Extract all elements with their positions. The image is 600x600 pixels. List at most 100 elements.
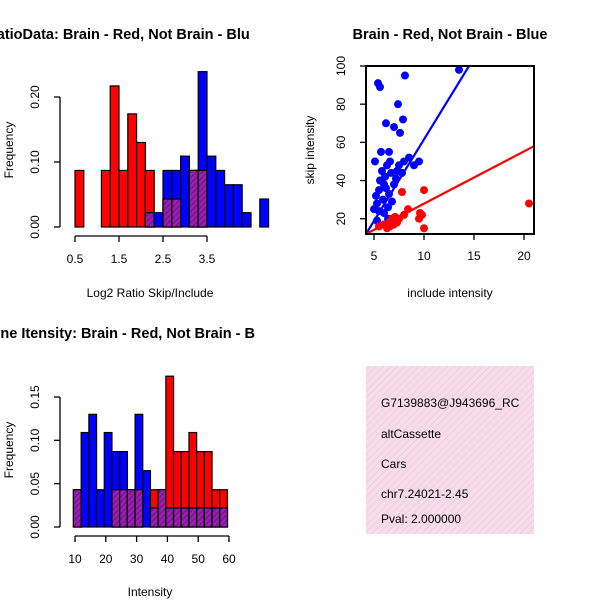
intensity-hist-bar-overlap [172,507,182,528]
ratio-histogram-panel: RatioData: Brain - Red, Not Brain - Blu … [0,27,270,300]
ratio-hist-bar-blue [241,212,252,228]
intensity-hist-bar-red [165,375,175,528]
scatter-point-not-brain [396,128,404,137]
intensity-hist-x-tick-label: 50 [192,552,206,566]
intensity-hist-bar-overlap [119,489,128,528]
scatter-point-brain [386,222,394,231]
scatter-x-tick-label: 20 [517,249,531,263]
ratio-hist-bar-overlap [144,212,155,228]
ratio-hist-bar-blue [215,169,226,228]
intensity-hist-bar-overlap [211,507,221,528]
ratio-hist-bar-blue [180,155,191,228]
scatter-axes: 5 10 15 20 20 40 60 80 100 [334,56,535,263]
ratio-hist-x-tick-label: 2.5 [155,252,172,266]
ratio-hist-bar-blue [259,198,270,228]
scatter-x-tick-label: 5 [371,249,378,263]
scatter-y-tick-label: 20 [334,212,348,226]
scatter-point-brain [418,210,426,219]
scatter-point-not-brain [415,157,423,166]
ratio-hist-y-tick-label: 0.20 [28,85,42,109]
ratio-hist-bar-red [74,169,85,228]
scatter-point-not-brain [388,197,396,206]
scatter-xlabel: include intensity [407,286,492,300]
info-probe-id: G7139883@J943696_RC [381,396,520,410]
ratio-hist-bar-overlap [188,169,199,228]
intensity-hist-x-tick-label: 10 [68,552,82,566]
scatter-point-brain [420,224,428,233]
scatter-point-not-brain [386,157,394,166]
scatter-y-tick-label: 100 [334,56,348,76]
intensity-hist-bar-overlap [203,507,213,528]
intensity-hist-bar-overlap [134,489,144,528]
ratio-hist-bar-blue [153,212,164,228]
scatter-point-not-brain [371,157,379,166]
intensity-hist-bar-overlap [126,489,136,528]
ratio-hist-x-tick-label: 0.5 [67,252,84,266]
intensity-histogram-ylabel: Frequency [2,422,16,479]
intensity-hist-bar-blue [88,413,98,528]
ratio-hist-y-tick-label: 0.10 [28,150,42,174]
intensity-hist-y-tick-label: 0.00 [28,515,42,539]
scatter-y-tick-label: 80 [334,97,348,111]
info-event-type: altCassette [381,427,441,441]
scatter-point-not-brain [382,119,390,128]
intensity-hist-bar-overlap [180,507,190,528]
ratio-hist-bar-red [109,85,120,228]
intensity-hist-bar-blue [103,431,113,528]
scatter-plot-area [366,66,534,234]
intensity-hist-bar-blue [142,470,152,528]
scatter-marks [366,66,534,234]
info-panel: G7139883@J943696_RC altCassette Cars chr… [366,366,534,534]
intensity-hist-y-tick-label: 0.10 [28,428,42,452]
ratio-hist-bar-red [100,169,111,228]
scatter-point-not-brain [373,199,381,208]
intensity-histogram-xlabel: Intensity [128,585,173,599]
intensity-histogram-axes: 10 20 30 40 50 60 0.00 0.05 0.10 0.15 [28,385,236,566]
ratio-hist-bar-overlap [171,198,182,228]
ratio-hist-bar-red [136,141,147,228]
intensity-hist-y-tick-label: 0.05 [28,472,42,496]
scatter-point-not-brain [377,147,385,156]
ratio-histogram-xlabel: Log2 Ratio Skip/Include [87,286,214,300]
intensity-hist-bar-overlap [219,507,229,528]
intensity-histogram-bars [72,375,229,528]
scatter-x-tick-label: 10 [417,249,431,263]
intensity-hist-bar-overlap [188,507,198,528]
ratio-hist-bar-overlap [162,198,173,228]
info-location: chr7.24021-2.45 [381,487,469,501]
intensity-scatter-panel: Brain - Red, Not Brain - Blue 5 10 15 20 20 4… [303,27,547,300]
ratio-histogram-title: RatioData: Brain - Red, Not Brain - Blu [0,27,250,43]
intensity-hist-bar-overlap [165,507,175,528]
scatter-y-tick-label: 60 [334,135,348,149]
intensity-hist-x-tick-label: 40 [161,552,175,566]
info-panel-background [366,366,534,534]
scatter-fit-line-brain [366,145,534,234]
intensity-histogram-panel: Gene Itensity: Brain - Red, Not Brain - … [0,326,255,599]
intensity-hist-bar-overlap [196,507,205,528]
ratio-hist-y-tick-label: 0.00 [28,215,42,239]
scatter-title: Brain - Red, Not Brain - Blue [353,27,548,43]
info-pval: Pval: 2.000000 [381,512,461,526]
ratio-hist-bar-blue [232,184,243,228]
scatter-point-brain [398,188,406,196]
scatter-point-not-brain [380,209,388,217]
intensity-hist-bar-overlap [149,507,159,528]
intensity-hist-x-tick-label: 60 [222,552,236,566]
scatter-point-not-brain [387,168,395,177]
intensity-hist-bar-overlap [72,489,82,528]
ratio-histogram-ylabel: Frequency [2,122,16,179]
scatter-point-not-brain [399,115,407,124]
scatter-point-not-brain [384,203,392,212]
scatter-point-not-brain [376,83,384,91]
intensity-hist-bar-blue [95,489,105,528]
scatter-point-not-brain [375,186,383,195]
ratio-hist-bar-red [118,169,129,228]
intensity-hist-bar-overlap [157,489,167,528]
intensity-hist-x-tick-label: 20 [99,552,113,566]
ratio-hist-x-tick-label: 3.5 [199,252,216,266]
intensity-hist-bar-blue [80,431,90,528]
scatter-point-not-brain [455,66,463,74]
scatter-point-not-brain [401,71,409,80]
scatter-point-brain [525,199,533,208]
